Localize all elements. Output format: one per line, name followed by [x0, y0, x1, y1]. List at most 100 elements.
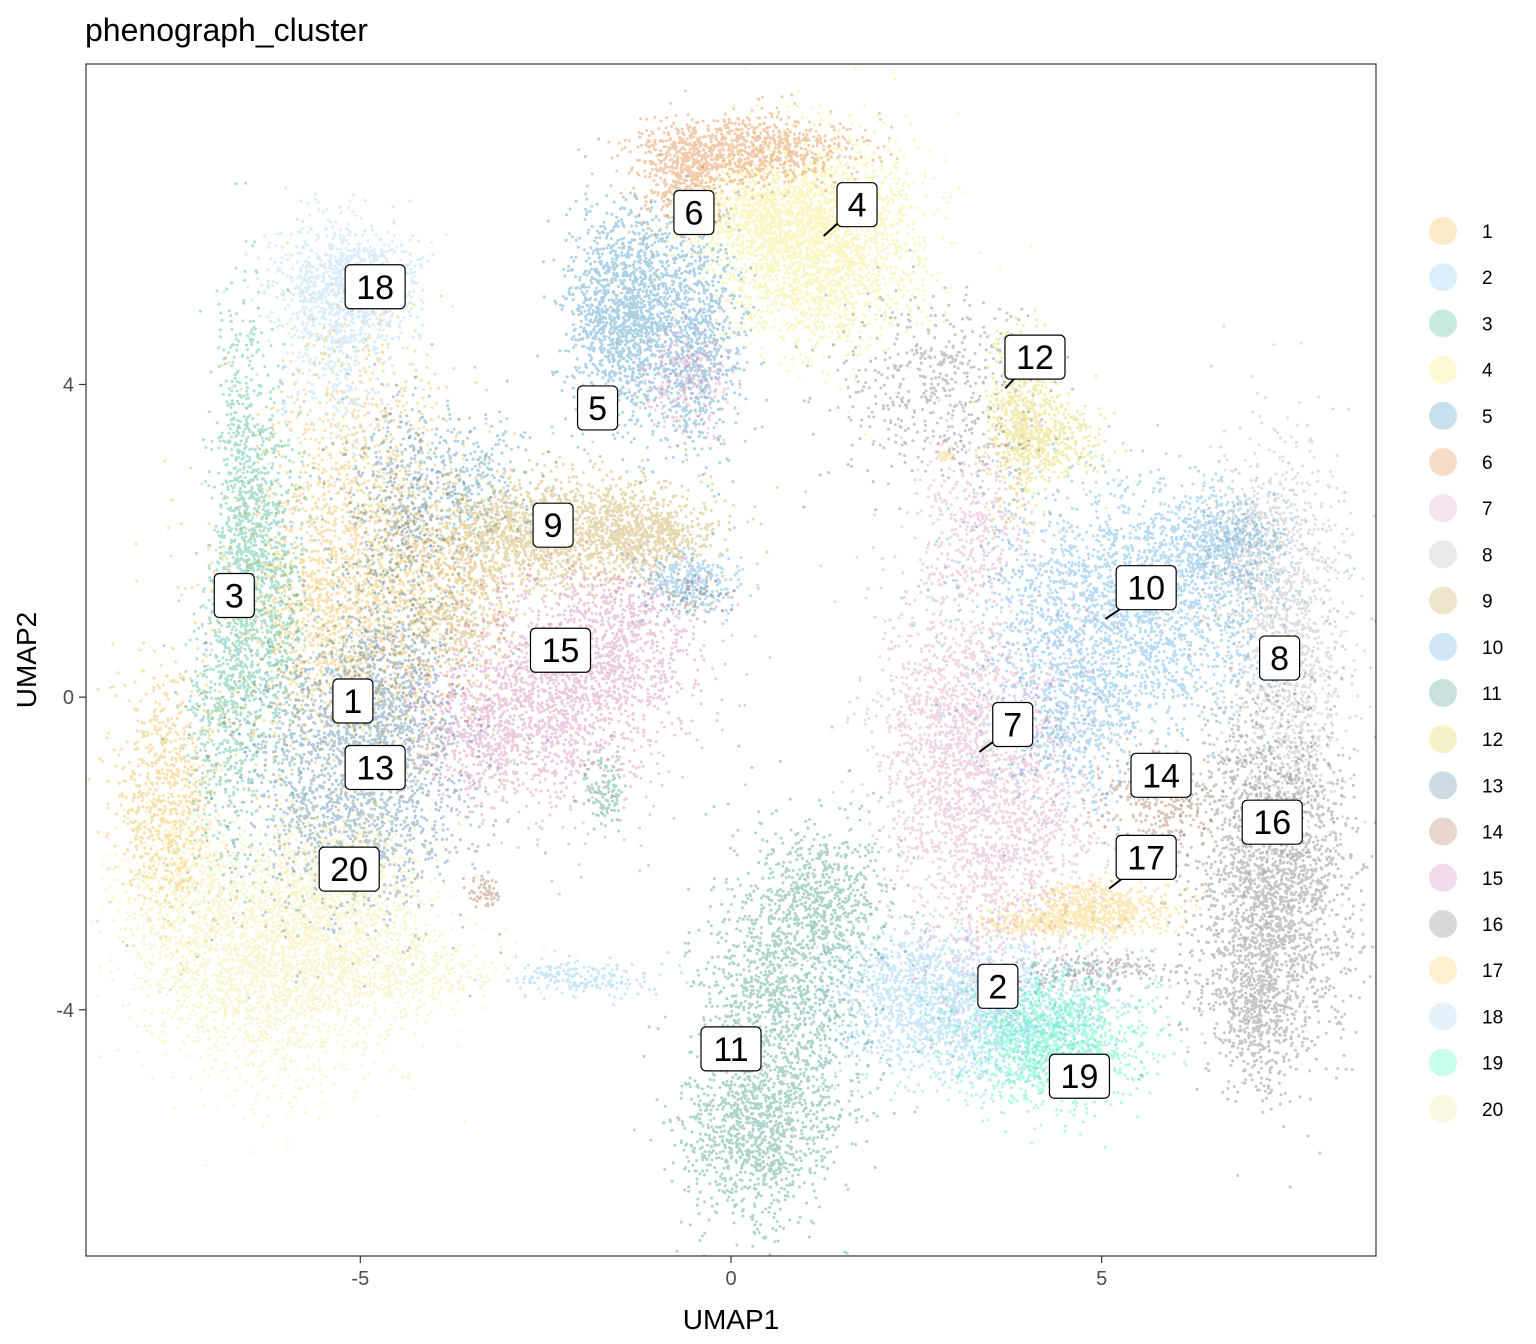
chart-title: phenograph_cluster [85, 12, 368, 48]
cluster-15-label: 15 [542, 632, 580, 670]
scatter-points [86, 65, 1376, 1256]
legend-key-17 [1429, 956, 1457, 985]
cluster-13-points [125, 342, 549, 998]
cluster-1-label: 1 [343, 683, 362, 721]
x-axis-label: UMAP1 [683, 1304, 779, 1335]
legend-label-6: 6 [1482, 453, 1493, 474]
cluster-10-label: 10 [1127, 570, 1165, 608]
legend-label-12: 12 [1482, 730, 1503, 751]
legend-label-10: 10 [1482, 638, 1503, 659]
legend-label-9: 9 [1482, 592, 1493, 613]
cluster-16-points [643, 248, 1376, 1189]
cluster-17-label: 17 [1127, 839, 1165, 877]
cluster-9-label-box [532, 502, 574, 548]
cluster-17-label-box [1115, 834, 1177, 880]
legend-key-8 [1429, 540, 1457, 569]
legend-key-13 [1429, 771, 1457, 800]
x-tick-label: -5 [351, 1268, 369, 1290]
axes: -5 0 5 -4 0 4 [56, 374, 1107, 1290]
cluster-3-label-box [213, 572, 255, 619]
cluster-4-label-box [836, 182, 878, 228]
cluster-16-label-box [1241, 799, 1303, 845]
legend-key-15 [1429, 863, 1457, 892]
cluster-6-label: 6 [684, 195, 703, 233]
y-tick-label: 4 [63, 374, 74, 396]
legend-key-12 [1429, 725, 1457, 754]
cluster-8-label: 8 [1270, 640, 1289, 678]
cluster-4-label: 4 [848, 187, 867, 225]
cluster-18-label-box [344, 264, 406, 310]
legend-label-20: 20 [1482, 1100, 1503, 1121]
legend-label-3: 3 [1482, 314, 1493, 335]
legend-key-6 [1429, 448, 1457, 476]
cluster-3-label: 3 [225, 578, 244, 616]
cluster-14-label-box [1130, 752, 1192, 798]
legend-label-4: 4 [1482, 361, 1493, 382]
legend-label-5: 5 [1482, 407, 1493, 428]
legend-key-4 [1429, 355, 1457, 384]
cluster-5-label-box [576, 385, 619, 431]
cluster-15-points [282, 529, 772, 896]
x-tick-label: 0 [725, 1268, 736, 1290]
cluster-10-label-box [1115, 565, 1177, 611]
cluster-2-label: 2 [988, 968, 1007, 1006]
legend-label-17: 17 [1482, 961, 1503, 982]
legend-key-2 [1429, 263, 1457, 292]
cluster-5-points [318, 137, 769, 562]
cluster-6-label-box [673, 189, 715, 236]
x-tick-label: 5 [1096, 1268, 1107, 1290]
cluster-13-label: 13 [356, 749, 394, 787]
cluster-7-label: 7 [1003, 706, 1022, 744]
cluster-12-label-box [1004, 334, 1066, 380]
legend-key-1 [1429, 217, 1457, 245]
cluster-13-label-box [344, 744, 406, 791]
cluster-11-label: 11 [713, 1031, 748, 1069]
y-tick-label: -4 [56, 1000, 74, 1022]
legend-label-8: 8 [1482, 545, 1493, 566]
cluster-4-points [623, 65, 1033, 437]
cluster-19-label: 19 [1061, 1058, 1099, 1096]
cluster-18-label: 18 [356, 269, 394, 307]
cluster-11-points [573, 725, 927, 1256]
cluster-15-label-box [529, 627, 592, 673]
cluster-16-label: 16 [1253, 804, 1291, 842]
legend-label-16: 16 [1482, 915, 1503, 936]
y-axis-label: UMAP2 [11, 612, 42, 708]
cluster-7-points [615, 267, 1185, 1099]
cluster-8-points [1175, 324, 1376, 1085]
legend-key-18 [1429, 1002, 1457, 1031]
legend-key-5 [1429, 401, 1457, 430]
legend-key-19 [1429, 1048, 1457, 1077]
legend-key-7 [1429, 494, 1457, 523]
legend-label-19: 19 [1482, 1054, 1503, 1075]
legend-label-13: 13 [1482, 776, 1503, 797]
cluster-11-label-box [700, 1026, 762, 1072]
cluster-20-label-box [318, 846, 380, 892]
cluster-12-points [972, 308, 1128, 544]
cluster-8-label-box [1259, 635, 1301, 681]
cluster-17-points [937, 444, 1216, 957]
cluster-5-label: 5 [588, 390, 607, 428]
legend-label-14: 14 [1482, 823, 1504, 844]
legend-key-14 [1429, 817, 1457, 846]
cluster-9-label: 9 [544, 507, 563, 545]
legend-key-9 [1429, 586, 1457, 615]
legend-label-2: 2 [1482, 268, 1493, 289]
legend-label-7: 7 [1482, 499, 1493, 520]
cluster-7-label-box [992, 701, 1034, 748]
legend-key-20 [1429, 1094, 1457, 1123]
legend-key-10 [1429, 632, 1457, 661]
cluster-14-label: 14 [1142, 757, 1180, 795]
cluster-6-points [577, 89, 899, 241]
legend-label-18: 18 [1482, 1007, 1503, 1028]
cluster-19-label-box [1048, 1053, 1111, 1099]
cluster-20-label: 20 [330, 851, 368, 889]
legend-key-3 [1429, 309, 1457, 338]
cluster-20-points [86, 723, 546, 1167]
legend-label-11: 11 [1482, 684, 1502, 705]
cluster-12-label: 12 [1016, 339, 1054, 377]
legend-key-16 [1429, 910, 1457, 938]
legend-label-15: 15 [1482, 869, 1503, 890]
